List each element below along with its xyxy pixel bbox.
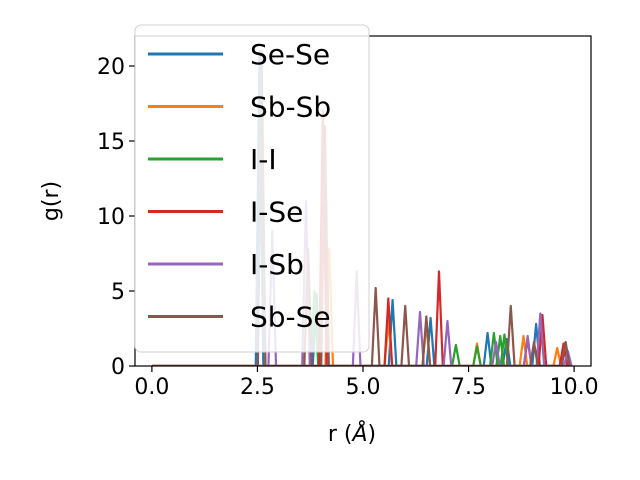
- x-tick-label: 0.0: [134, 375, 169, 400]
- series-line-se-se: [151, 49, 570, 366]
- legend: Se-Se Sb-Sb I-I I-Se I-Sb Sb-Se: [134, 24, 370, 353]
- x-tick-label: 5.0: [346, 375, 381, 400]
- y-tick-label: 0: [111, 355, 125, 380]
- legend-label: I-Sb: [250, 248, 304, 281]
- x-tick-label: 2.5: [240, 375, 275, 400]
- x-tick-label: 10.0: [550, 375, 599, 400]
- y-tick-label: 10: [97, 205, 125, 230]
- legend-label: Se-Se: [250, 38, 330, 71]
- y-tick-label: 5: [111, 280, 125, 305]
- y-axis-label: g(r): [39, 181, 64, 221]
- x-axis: 0.0 2.5 5.0 7.5 10.0: [134, 366, 599, 400]
- x-tick-label: 7.5: [451, 375, 486, 400]
- legend-label: Sb-Se: [250, 301, 331, 334]
- legend-label: I-I: [250, 143, 277, 176]
- y-axis: 0 5 10 15 20: [97, 55, 135, 380]
- y-tick-label: 15: [97, 130, 125, 155]
- legend-label: I-Se: [250, 196, 303, 229]
- y-tick-label: 20: [97, 55, 125, 80]
- x-axis-label: r (Å): [328, 420, 376, 447]
- legend-label: Sb-Sb: [250, 91, 331, 124]
